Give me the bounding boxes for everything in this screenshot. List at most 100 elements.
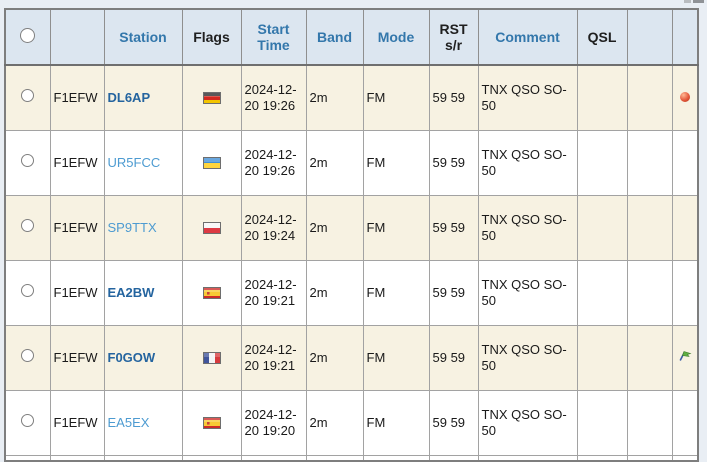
- cell-mode: FM: [362, 64, 430, 131]
- cell-flag: [181, 195, 242, 261]
- sort-link-band[interactable]: Band: [317, 28, 352, 45]
- select-all-radio[interactable]: [20, 27, 36, 43]
- column-header-qsl: QSL: [576, 8, 628, 66]
- cell-band: 2m: [305, 64, 364, 131]
- cell-qsl: [576, 260, 628, 326]
- cell-marker: [671, 130, 699, 196]
- cell-flag: [181, 130, 242, 196]
- row-select-radio[interactable]: [21, 414, 35, 428]
- column-header-band: Band: [305, 8, 364, 66]
- column-header-station: Station: [103, 8, 183, 66]
- qso-log-table: Station Flags Start Time Band Mode RST s/r Com…: [4, 8, 699, 462]
- cell-select: [4, 130, 51, 196]
- cell-marker: [671, 390, 699, 456]
- cell-select: [4, 390, 51, 456]
- poland-flag: [202, 220, 221, 235]
- column-header-select: [4, 8, 51, 66]
- sort-link-mode[interactable]: Mode: [377, 28, 415, 45]
- cell-start-time: 2024-12-20 19:21: [240, 260, 307, 326]
- row-select-radio[interactable]: [21, 284, 35, 298]
- cell-marker: [671, 64, 699, 131]
- table-row: F1EFW SP9TTX 2024-12-20 19:24 2m FM 59 59 TNX …: [4, 195, 699, 261]
- sort-link-start[interactable]: Start Time: [257, 20, 290, 53]
- column-header-mode: Mode: [362, 8, 430, 66]
- station-link[interactable]: UR5FCC: [107, 154, 161, 170]
- cell-select: [4, 195, 51, 261]
- cell-start-time: 2024-12-20 19:24: [240, 195, 307, 261]
- sort-link-station[interactable]: Station: [119, 28, 167, 45]
- cell-owner: F1EFW: [49, 260, 105, 326]
- station-link[interactable]: EA2BW: [107, 284, 155, 300]
- cell-mode: FM: [362, 390, 430, 456]
- cell-comment: TNX QSO SO-50: [477, 64, 578, 131]
- column-header-comment: Comment: [477, 8, 578, 66]
- cell-mode: FM: [362, 325, 430, 391]
- cell-extra1: [626, 260, 673, 326]
- red-ball-icon: [679, 91, 690, 102]
- table-row: F1EFW F0GOW 2024-12-20 19:21 2m FM 59 59 TNX Q…: [4, 325, 699, 391]
- cell-rst: 59 59: [428, 64, 479, 131]
- qso-log-page: Station Flags Start Time Band Mode RST s/r Com…: [4, 0, 704, 462]
- cell-start-time: 2024-12-20 19:26: [240, 64, 307, 131]
- cell-owner: F1EFW: [49, 195, 105, 261]
- station-link[interactable]: SP9TTX: [107, 219, 157, 235]
- table-row: F1EFW EA5EX 2024-12-20 19:20 2m FM 59 59 TNX Q…: [4, 390, 699, 456]
- table-row: F1EFW DL6AP 2024-12-20 19:26 2m FM 59 59 TNX Q…: [4, 64, 699, 131]
- row-select-radio[interactable]: [21, 154, 35, 168]
- cell-extra1: [626, 195, 673, 261]
- cell-flag: [181, 260, 242, 326]
- column-header-start: Start Time: [240, 8, 307, 66]
- cell-marker: [671, 195, 699, 261]
- row-select-radio[interactable]: [21, 219, 35, 233]
- station-link[interactable]: F0GOW: [107, 349, 156, 365]
- cell-start-time: 2024-12-20 19:21: [240, 325, 307, 391]
- cell-qsl: [576, 195, 628, 261]
- cell-rst: 59 59: [428, 260, 479, 326]
- cell-select: [4, 64, 51, 131]
- sort-link-comment[interactable]: Comment: [495, 28, 560, 45]
- cell-station: DL6AP: [103, 64, 183, 131]
- cell-comment: TNX QSO SO-50: [477, 195, 578, 261]
- cell-select: [4, 260, 51, 326]
- cell-comment: TNX QSO SO-50: [477, 260, 578, 326]
- header-label-flags: Flags: [193, 28, 230, 45]
- column-header-flags: Flags: [181, 8, 242, 66]
- cell-start-time: 2024-12-20 19:20: [240, 390, 307, 456]
- row-select-radio[interactable]: [21, 89, 35, 103]
- cell-owner: F1EFW: [49, 325, 105, 391]
- green-flag-icon: [679, 351, 692, 362]
- column-header-extra1: [626, 8, 673, 66]
- cell-band: 2m: [305, 260, 364, 326]
- cell-flag: [181, 325, 242, 391]
- cell-marker: [671, 325, 699, 391]
- cell-mode: FM: [362, 195, 430, 261]
- cell-band: 2m: [305, 390, 364, 456]
- cell-marker: [671, 260, 699, 326]
- cell-station: SP9TTX: [103, 195, 183, 261]
- column-header-rst: RST s/r: [428, 8, 479, 66]
- scrollbar-fragment: [693, 0, 704, 3]
- cell-select: [4, 325, 51, 391]
- station-link[interactable]: EA5EX: [107, 414, 150, 430]
- station-link[interactable]: DL6AP: [107, 89, 151, 105]
- cell-rst: 59 59: [428, 325, 479, 391]
- cell-rst: 59 59: [428, 130, 479, 196]
- clipped-next-row: [4, 455, 699, 462]
- germany-flag: [202, 90, 221, 105]
- header-label-qsl: QSL: [587, 28, 617, 45]
- cell-owner: F1EFW: [49, 130, 105, 196]
- cell-station: F0GOW: [103, 325, 183, 391]
- cell-owner: F1EFW: [49, 390, 105, 456]
- cell-extra1: [626, 390, 673, 456]
- cell-qsl: [576, 130, 628, 196]
- cell-extra1: [626, 64, 673, 131]
- cell-rst: 59 59: [428, 390, 479, 456]
- row-select-radio[interactable]: [21, 349, 35, 363]
- table-header-row: Station Flags Start Time Band Mode RST s/r Com…: [4, 8, 699, 66]
- cell-extra1: [626, 130, 673, 196]
- column-header-owner: [49, 8, 105, 66]
- cell-comment: TNX QSO SO-50: [477, 390, 578, 456]
- cell-mode: FM: [362, 260, 430, 326]
- spain-flag: [202, 285, 221, 300]
- cell-station: EA5EX: [103, 390, 183, 456]
